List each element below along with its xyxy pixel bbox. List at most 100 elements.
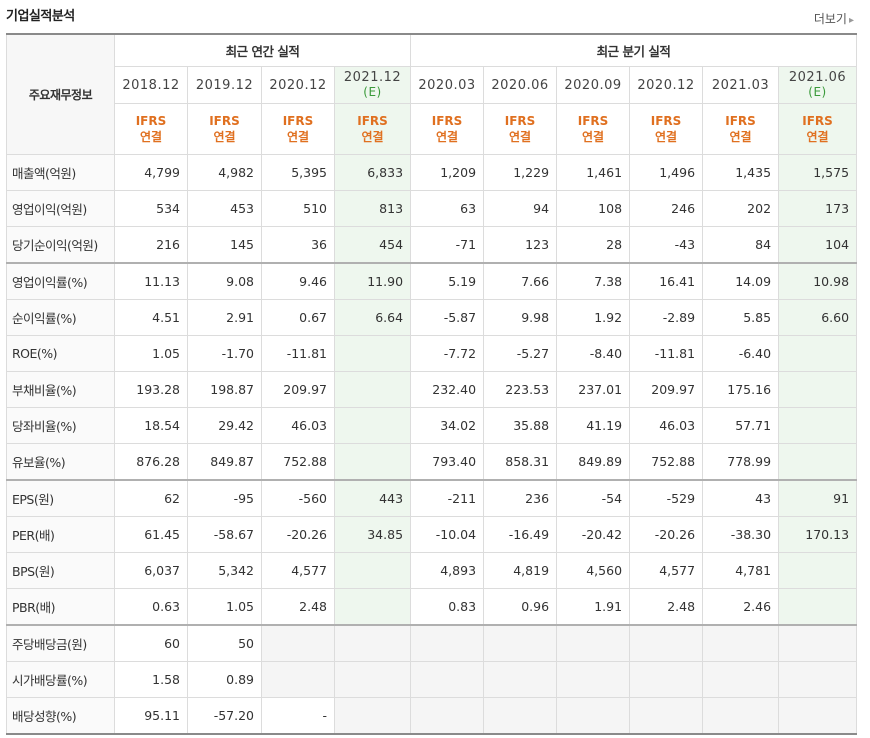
consolidated-label: 연결: [213, 130, 236, 144]
table-cell: [261, 624, 335, 662]
table-cell: [333, 407, 412, 444]
period-header: 2020.09: [556, 66, 631, 104]
ifrs-label: IFRS: [725, 114, 756, 128]
table-cell: 752.88: [629, 443, 704, 481]
period-label: 2020.03: [418, 77, 476, 93]
table-cell: 2.46: [702, 588, 780, 626]
table-cell: 11.13: [114, 262, 188, 300]
consolidated-label: 연결: [581, 130, 605, 144]
table-row: ROE(%) 1.05 -1.70 -11.81 -7.72 -5.27 -8.40 -11.…: [6, 335, 858, 372]
table-cell: [778, 588, 858, 626]
consolidated-label: 연결: [654, 130, 678, 144]
table-cell: 95.11: [114, 697, 188, 735]
ifrs-badge: IFRS 연결: [556, 103, 631, 155]
table-cell: 123: [483, 226, 558, 264]
table-cell: 849.89: [556, 443, 631, 481]
table-cell: -: [261, 697, 335, 735]
table-cell: 170.13: [778, 516, 858, 553]
table-cell: 4.51: [114, 299, 188, 336]
table-cell: -38.30: [702, 516, 780, 553]
table-cell: 1.58: [114, 661, 188, 698]
table-cell: 4,560: [556, 552, 631, 589]
consolidated-label: 연결: [139, 130, 163, 144]
table-cell: 4,982: [187, 154, 262, 191]
row-label: 부채비율(%): [6, 371, 115, 408]
table-cell: [410, 661, 485, 698]
table-row: 당기순이익(억원) 216 145 36 454 -71 123 28 -43 84 104: [6, 226, 858, 264]
ifrs-badge: IFRS 연결: [333, 103, 412, 155]
ifrs-label: IFRS: [802, 114, 833, 128]
table-cell: 60: [114, 624, 188, 662]
table-cell: 34.02: [410, 407, 485, 444]
table-row: 순이익률(%) 4.51 2.91 0.67 6.64 -5.87 9.98 1.92 -2.8…: [6, 299, 858, 336]
table-cell: [333, 552, 412, 589]
period-label: 2021.06: [788, 70, 847, 85]
table-row: 영업이익률(%) 11.13 9.08 9.46 11.90 5.19 7.66 7.38 16…: [6, 262, 858, 300]
table-cell: 9.08: [187, 262, 262, 300]
period-header: 2020.12: [629, 66, 704, 104]
table-cell: 0.89: [187, 661, 262, 698]
ifrs-badge: IFRS 연결: [629, 103, 704, 155]
row-label: 시가배당률(%): [6, 661, 115, 698]
period-header: 2020.12: [261, 66, 335, 104]
period-label: 2019.12: [195, 77, 254, 93]
more-link[interactable]: 더보기 ▸: [814, 10, 854, 27]
table-cell: 849.87: [187, 443, 262, 481]
table-cell: 202: [702, 190, 780, 227]
table-cell: 1.92: [556, 299, 631, 336]
group-annual: 최근 연간 실적: [113, 33, 412, 67]
table-cell: 2.48: [629, 588, 704, 626]
table-cell: 1,209: [410, 154, 485, 191]
table-cell: [778, 697, 858, 735]
ifrs-label: IFRS: [357, 114, 388, 128]
table-cell: 876.28: [114, 443, 188, 481]
table-cell: 5.85: [702, 299, 780, 336]
table-cell: 454: [333, 226, 412, 264]
ifrs-badge: IFRS 연결: [261, 103, 335, 155]
table-cell: 35.88: [483, 407, 558, 444]
table-row: 영업이익(억원) 534 453 510 813 63 94 108 246 202 173: [6, 190, 858, 227]
table-cell: 0.63: [114, 588, 188, 626]
table-cell: 1,461: [556, 154, 631, 191]
table-cell: -8.40: [556, 335, 631, 372]
table-cell: 193.28: [114, 371, 188, 408]
table-cell: 1.05: [187, 588, 262, 626]
table-cell: 7.38: [556, 262, 631, 300]
table-cell: 50: [187, 624, 262, 662]
row-label: 당기순이익(억원): [6, 226, 115, 264]
period-header: 2018.12: [114, 66, 188, 104]
table-cell: 6.64: [333, 299, 412, 336]
table-cell: 61.45: [114, 516, 188, 553]
period-header: 2020.06: [483, 66, 558, 104]
table-cell: -57.20: [187, 697, 262, 735]
table-cell: 29.42: [187, 407, 262, 444]
table-cell: [333, 624, 412, 662]
chevron-right-icon: ▸: [848, 15, 854, 26]
ifrs-label: IFRS: [431, 114, 463, 128]
table-cell: 57.71: [702, 407, 780, 444]
ifrs-badge: IFRS 연결: [410, 103, 485, 155]
consolidated-label: 연결: [361, 130, 384, 144]
table-cell: 173: [778, 190, 858, 227]
table-cell: [261, 661, 335, 698]
ifrs-label: IFRS: [209, 114, 240, 128]
ifrs-label: IFRS: [577, 114, 609, 128]
table-cell: [778, 661, 858, 698]
consolidated-label: 연결: [435, 130, 459, 144]
table-cell: 453: [187, 190, 262, 227]
table-cell: 0.96: [483, 588, 558, 626]
table-cell: 5,395: [261, 154, 335, 191]
table-cell: 6,833: [333, 154, 412, 191]
table-cell: [778, 624, 858, 662]
table-cell: -7.72: [410, 335, 485, 372]
row-label: 영업이익률(%): [6, 262, 115, 300]
table-cell: -20.42: [556, 516, 631, 553]
table-cell: 16.41: [629, 262, 704, 300]
table-cell: 11.90: [333, 262, 412, 300]
table-cell: -529: [629, 479, 704, 517]
table-cell: -1.70: [187, 335, 262, 372]
table-cell: -43: [629, 226, 704, 264]
row-label: EPS(원): [6, 479, 115, 517]
ifrs-label: IFRS: [504, 114, 536, 128]
table-cell: -10.04: [410, 516, 485, 553]
